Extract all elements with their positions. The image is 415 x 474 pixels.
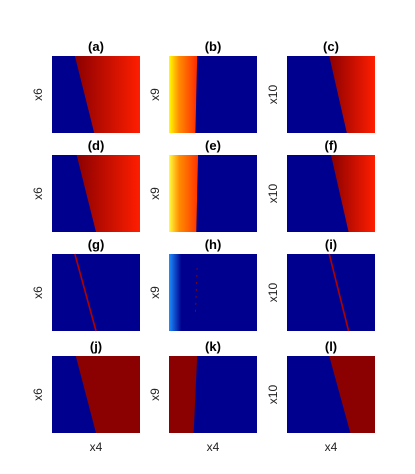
panel-background: [169, 254, 257, 331]
high-value-region: [74, 56, 140, 133]
y-axis-label: x6: [31, 187, 45, 200]
y-axis-label: x9: [148, 388, 162, 401]
high-value-region: [169, 56, 198, 133]
panel-f: (f) x10: [266, 138, 375, 232]
panel-title: (b): [205, 39, 222, 54]
y-axis-label: x6: [31, 388, 45, 401]
y-axis-label: x10: [266, 385, 280, 405]
high-value-region: [329, 56, 375, 133]
panel-j: (j) x6 x4: [31, 339, 140, 454]
panel-title: (a): [88, 39, 104, 54]
panel-background: [52, 254, 140, 331]
left-edge-glow: [169, 254, 182, 331]
panel-title: (c): [323, 39, 339, 54]
panel-title: (i): [325, 237, 337, 252]
y-axis-label: x9: [148, 88, 162, 101]
panel-title: (j): [90, 339, 102, 354]
panel-h: (h) x9: [148, 237, 257, 331]
y-axis-label: x10: [266, 283, 280, 303]
panel-title: (l): [325, 339, 337, 354]
panel-a: (a) x6: [31, 39, 140, 133]
high-value-region: [76, 155, 140, 232]
high-value-region: [329, 356, 375, 433]
high-value-region: [75, 356, 140, 433]
boundary-line: [328, 253, 350, 332]
high-value-region: [331, 155, 375, 232]
y-axis-label: x10: [266, 85, 280, 105]
panel-c: (c) x10: [266, 39, 375, 133]
y-axis-label: x9: [148, 187, 162, 200]
y-axis-label: x10: [266, 184, 280, 204]
y-axis-label: x9: [148, 286, 162, 299]
panel-title: (g): [88, 237, 105, 252]
panel-background: [287, 254, 375, 331]
high-value-region: [169, 356, 198, 433]
panel-d: (d) x6: [31, 138, 140, 232]
x-axis-label: x4: [207, 440, 220, 454]
y-axis-label: x6: [31, 286, 45, 299]
panel-title: (d): [88, 138, 105, 153]
panel-i: (i) x10: [266, 237, 375, 332]
panel-title: (f): [325, 138, 338, 153]
panel-title: (k): [205, 339, 221, 354]
x-axis-label: x4: [325, 440, 338, 454]
panel-l: (l) x10 x4: [266, 339, 375, 454]
panel-e: (e) x9: [148, 138, 257, 232]
high-value-region: [169, 155, 199, 232]
panel-title: (h): [205, 237, 222, 252]
panel-k: (k) x9 x4: [148, 339, 257, 454]
boundary-line: [194, 267, 198, 315]
x-axis-label: x4: [90, 440, 103, 454]
panel-b: (b) x9: [148, 39, 257, 133]
panel-g: (g) x6: [31, 237, 140, 332]
panel-title: (e): [205, 138, 221, 153]
y-axis-label: x6: [31, 88, 45, 101]
boundary-line: [74, 253, 97, 332]
